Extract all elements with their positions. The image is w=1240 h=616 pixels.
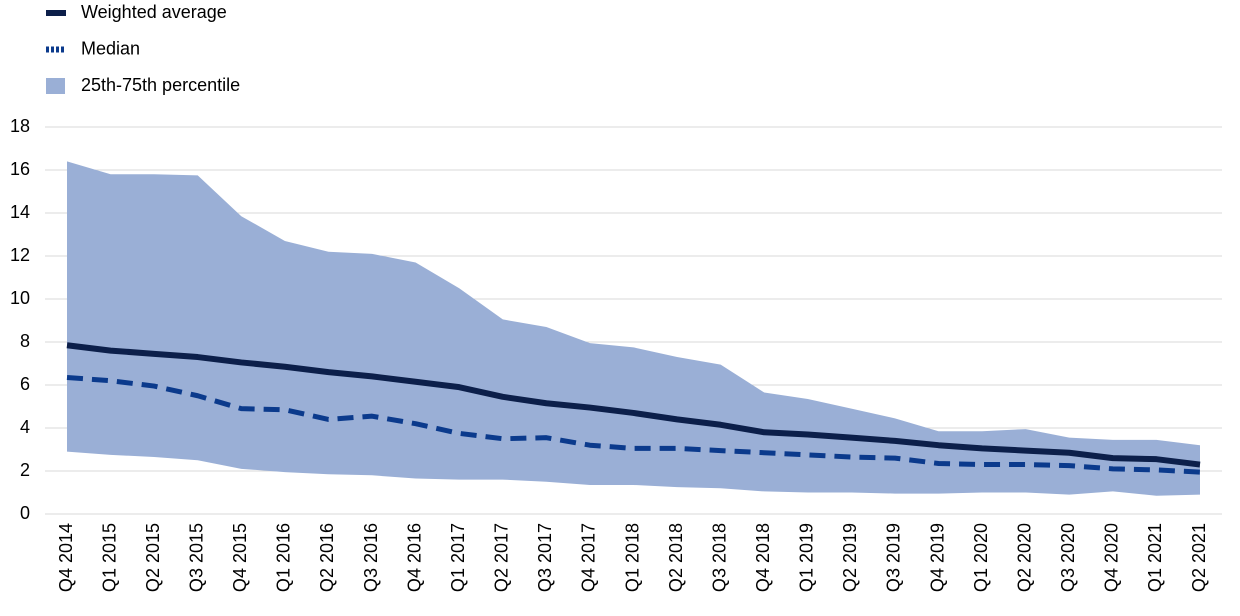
x-tick-label: Q4 2016 [404, 523, 424, 592]
legend-label: 25th-75th percentile [81, 75, 240, 95]
x-tick-label: Q3 2018 [709, 523, 729, 592]
x-tick-label: Q1 2017 [448, 523, 468, 592]
x-tick-label: Q2 2015 [143, 523, 163, 592]
legend-swatch [46, 78, 65, 94]
y-tick-label: 18 [10, 116, 30, 136]
y-tick-label: 4 [20, 417, 30, 437]
y-tick-label: 8 [20, 331, 30, 351]
series-line [66, 374, 1201, 475]
x-tick-label: Q2 2018 [666, 523, 686, 592]
y-tick-label: 14 [10, 202, 30, 222]
x-tick-label: Q2 2019 [840, 523, 860, 592]
x-tick-label: Q1 2016 [274, 523, 294, 592]
x-tick-label: Q1 2019 [797, 523, 817, 592]
x-tick-label: Q3 2020 [1058, 523, 1078, 592]
x-tick-label: Q3 2015 [186, 523, 206, 592]
legend-label: Weighted average [81, 2, 227, 22]
y-tick-label: 6 [20, 374, 30, 394]
x-tick-label: Q1 2015 [99, 523, 119, 592]
x-tick-label: Q3 2019 [884, 523, 904, 592]
x-tick-label: Q2 2017 [492, 523, 512, 592]
x-tick-label: Q1 2021 [1145, 523, 1165, 592]
x-tick-label: Q4 2018 [753, 523, 773, 592]
y-tick-label: 2 [20, 460, 30, 480]
legend-label: Median [81, 38, 140, 58]
y-tick-label: 10 [10, 288, 30, 308]
series-line [66, 342, 1201, 468]
x-tick-label: Q3 2017 [535, 523, 555, 592]
x-tick-label: Q3 2016 [361, 523, 381, 592]
y-tick-label: 0 [20, 503, 30, 523]
x-tick-label: Q4 2014 [56, 523, 76, 592]
x-tick-label: Q1 2020 [971, 523, 991, 592]
x-tick-label: Q2 2020 [1014, 523, 1034, 592]
percentile-band [67, 161, 1200, 496]
y-tick-label: 16 [10, 159, 30, 179]
x-tick-label: Q2 2016 [317, 523, 337, 592]
y-tick-label: 12 [10, 245, 30, 265]
x-tick-label: Q4 2019 [927, 523, 947, 592]
x-tick-label: Q4 2017 [579, 523, 599, 592]
x-tick-label: Q2 2021 [1189, 523, 1209, 592]
x-tick-label: Q4 2020 [1102, 523, 1122, 592]
x-tick-label: Q1 2018 [622, 523, 642, 592]
x-tick-label: Q4 2015 [230, 523, 250, 592]
